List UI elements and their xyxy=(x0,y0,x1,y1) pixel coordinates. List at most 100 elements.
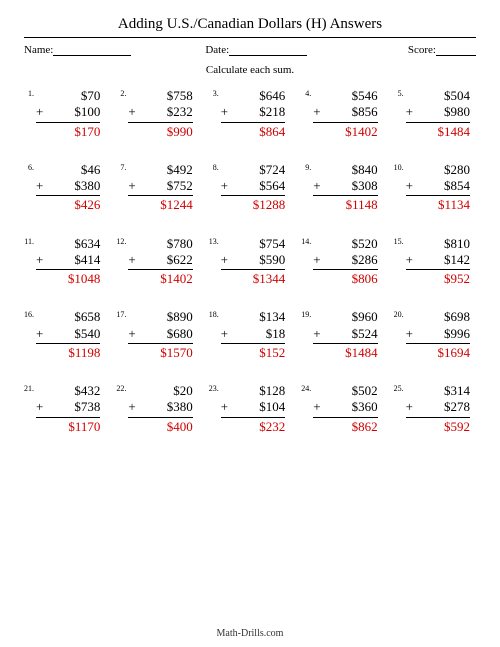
addend-b: $856 xyxy=(352,104,378,119)
addend-b: $996 xyxy=(444,326,470,341)
problem: 10.$280+$854$1134 xyxy=(394,162,476,214)
problem: 6.$46+$380$426 xyxy=(24,162,106,214)
problem-stack: $504+$980$1484 xyxy=(406,88,476,140)
addend-b-row: +$524 xyxy=(313,326,377,342)
addend-b-row: +$104 xyxy=(221,399,285,415)
problem-stack: $492+$752$1244 xyxy=(128,162,198,214)
sum-rule xyxy=(313,343,377,344)
problem-number: 7. xyxy=(116,162,128,172)
addend-b-row: +$100 xyxy=(36,104,100,120)
addend-b-row: +$414 xyxy=(36,252,100,268)
problem: 4.$546+$856$1402 xyxy=(301,88,383,140)
problem: 9.$840+$308$1148 xyxy=(301,162,383,214)
problem-stack: $890+$680$1570 xyxy=(128,309,198,361)
addend-a: $780 xyxy=(128,236,192,252)
sum-rule xyxy=(128,195,192,196)
plus-sign: + xyxy=(406,178,413,194)
problem: 5.$504+$980$1484 xyxy=(394,88,476,140)
addend-b: $278 xyxy=(444,399,470,414)
addend-a: $502 xyxy=(313,383,377,399)
sum-rule xyxy=(36,269,100,270)
problem: 21.$432+$738$1170 xyxy=(24,383,106,435)
problem: 25.$314+$278$592 xyxy=(394,383,476,435)
answer: $1048 xyxy=(36,271,100,287)
answer: $1148 xyxy=(313,197,377,213)
plus-sign: + xyxy=(406,399,413,415)
problem-number: 22. xyxy=(116,383,128,393)
answer: $592 xyxy=(406,419,470,435)
addend-a: $280 xyxy=(406,162,470,178)
problem: 23.$128+$104$232 xyxy=(209,383,291,435)
problem-stack: $780+$622$1402 xyxy=(128,236,198,288)
problem-number: 15. xyxy=(394,236,406,246)
addend-b-row: +$980 xyxy=(406,104,470,120)
addend-b: $738 xyxy=(74,399,100,414)
score-blank[interactable] xyxy=(436,45,476,56)
addend-b: $18 xyxy=(266,326,286,341)
plus-sign: + xyxy=(128,178,135,194)
problem-number: 9. xyxy=(301,162,313,172)
addend-a: $492 xyxy=(128,162,192,178)
addend-a: $46 xyxy=(36,162,100,178)
addend-b: $540 xyxy=(74,326,100,341)
problem: 13.$754+$590$1344 xyxy=(209,236,291,288)
problem: 14.$520+$286$806 xyxy=(301,236,383,288)
answer: $1484 xyxy=(313,345,377,361)
answer: $152 xyxy=(221,345,285,361)
problem-stack: $658+$540$1198 xyxy=(36,309,106,361)
name-field: Name: xyxy=(24,44,131,56)
addend-b-row: +$854 xyxy=(406,178,470,194)
addend-b-row: +$18 xyxy=(221,326,285,342)
addend-b: $590 xyxy=(259,252,285,267)
answer: $952 xyxy=(406,271,470,287)
problem-stack: $634+$414$1048 xyxy=(36,236,106,288)
addend-b: $622 xyxy=(167,252,193,267)
problem: 12.$780+$622$1402 xyxy=(116,236,198,288)
addend-a: $520 xyxy=(313,236,377,252)
problem: 24.$502+$360$862 xyxy=(301,383,383,435)
addend-b-row: +$380 xyxy=(128,399,192,415)
addend-b: $752 xyxy=(167,178,193,193)
problem-number: 19. xyxy=(301,309,313,319)
worksheet-page: Adding U.S./Canadian Dollars (H) Answers… xyxy=(0,0,500,647)
sum-rule xyxy=(313,122,377,123)
problem: 15.$810+$142$952 xyxy=(394,236,476,288)
problem-stack: $724+$564$1288 xyxy=(221,162,291,214)
addend-a: $960 xyxy=(313,309,377,325)
problem-number: 13. xyxy=(209,236,221,246)
problem-stack: $546+$856$1402 xyxy=(313,88,383,140)
footer: Math-Drills.com xyxy=(0,628,500,639)
answer: $990 xyxy=(128,124,192,140)
page-title: Adding U.S./Canadian Dollars (H) Answers xyxy=(24,16,476,33)
plus-sign: + xyxy=(128,252,135,268)
addend-b: $564 xyxy=(259,178,285,193)
answer: $232 xyxy=(221,419,285,435)
addend-b-row: + $278 xyxy=(406,399,470,415)
answer: $426 xyxy=(36,197,100,213)
sum-rule xyxy=(406,122,470,123)
sum-rule xyxy=(221,343,285,344)
addend-b-row: +$232 xyxy=(128,104,192,120)
problem-stack: $960+$524 $1484 xyxy=(313,309,383,361)
problem-number: 25. xyxy=(394,383,406,393)
problem-stack: $758+$232$990 xyxy=(128,88,198,140)
answer: $864 xyxy=(221,124,285,140)
name-label: Name: xyxy=(24,44,53,56)
name-blank[interactable] xyxy=(53,45,131,56)
sum-rule xyxy=(36,417,100,418)
addend-a: $890 xyxy=(128,309,192,325)
sum-rule xyxy=(221,417,285,418)
problem-stack: $754+$590$1344 xyxy=(221,236,291,288)
sum-rule xyxy=(221,195,285,196)
addend-a: $20 xyxy=(128,383,192,399)
problem: 8.$724+$564$1288 xyxy=(209,162,291,214)
problem-number: 14. xyxy=(301,236,313,246)
addend-b: $380 xyxy=(167,399,193,414)
addend-b-row: +$680 xyxy=(128,326,192,342)
problem-number: 12. xyxy=(116,236,128,246)
problem: 20.$698+$996$1694 xyxy=(394,309,476,361)
plus-sign: + xyxy=(221,252,228,268)
problem-number: 11. xyxy=(24,236,36,246)
addend-b-row: +$738 xyxy=(36,399,100,415)
date-blank[interactable] xyxy=(229,45,307,56)
